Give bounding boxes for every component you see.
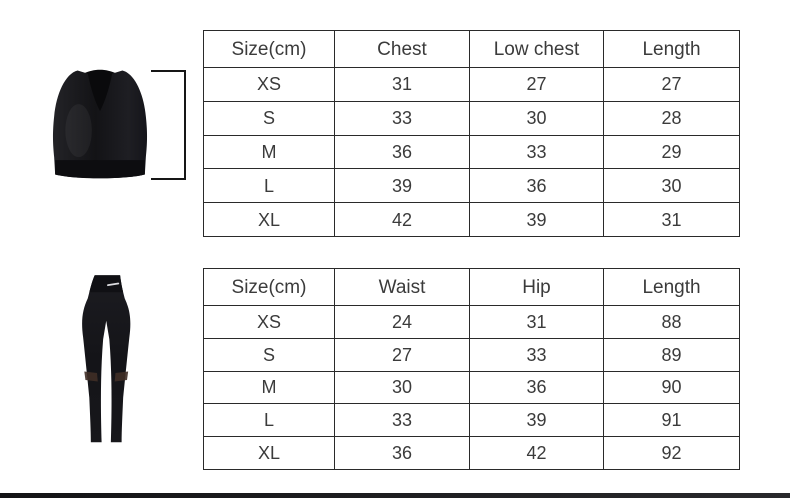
sports-bra-photo bbox=[46, 67, 154, 180]
table-row: XL 36 42 92 bbox=[203, 436, 740, 470]
leggings-table-header-row: Size(cm) Waist Hip Length bbox=[203, 268, 740, 306]
bra-table-header-row: Size(cm) Chest Low chest Length bbox=[203, 30, 740, 68]
table-row: XS 24 31 88 bbox=[203, 305, 740, 339]
size-label-cell: XS bbox=[203, 305, 335, 339]
size-label-cell: XS bbox=[203, 67, 335, 102]
measurement-cell: 30 bbox=[334, 370, 470, 405]
table-row: M 30 36 90 bbox=[203, 370, 740, 405]
measurement-cell: 39 bbox=[469, 403, 604, 438]
sports-bra-image bbox=[52, 69, 148, 179]
measurement-cell: 30 bbox=[603, 168, 740, 204]
column-header: Length bbox=[603, 30, 740, 68]
leggings-image bbox=[82, 275, 131, 443]
measurement-cell: 91 bbox=[603, 403, 740, 438]
table-row: L 39 36 30 bbox=[203, 168, 740, 204]
measurement-cell: 39 bbox=[334, 168, 470, 204]
size-label-cell: S bbox=[203, 100, 335, 136]
measurement-cell: 92 bbox=[603, 436, 740, 470]
column-header: Hip bbox=[469, 268, 604, 306]
bra-highlight bbox=[65, 104, 92, 158]
measurement-cell: 24 bbox=[334, 305, 470, 339]
bra-band bbox=[55, 160, 145, 179]
table-row: XL 42 39 31 bbox=[203, 202, 740, 237]
measurement-cell: 27 bbox=[334, 337, 470, 372]
bottom-edge-bar bbox=[0, 493, 790, 498]
column-header: Chest bbox=[334, 30, 470, 68]
size-label-cell: M bbox=[203, 134, 335, 170]
size-label-cell: M bbox=[203, 370, 335, 405]
column-header: Low chest bbox=[469, 30, 604, 68]
measurement-cell: 31 bbox=[469, 305, 604, 339]
measurement-cell: 31 bbox=[603, 202, 740, 237]
knee-mesh-right bbox=[114, 371, 129, 382]
measurement-cell: 42 bbox=[334, 202, 470, 237]
measurement-cell: 90 bbox=[603, 370, 740, 405]
measurement-cell: 27 bbox=[469, 67, 604, 102]
column-header: Waist bbox=[334, 268, 470, 306]
size-label-cell: XL bbox=[203, 436, 335, 470]
measurement-cell: 27 bbox=[603, 67, 740, 102]
table-row: S 27 33 89 bbox=[203, 337, 740, 372]
measurement-cell: 39 bbox=[469, 202, 604, 237]
measurement-cell: 28 bbox=[603, 100, 740, 136]
measurement-cell: 33 bbox=[334, 100, 470, 136]
waistband-logo bbox=[107, 282, 120, 287]
measurement-cell: 33 bbox=[334, 403, 470, 438]
measurement-cell: 88 bbox=[603, 305, 740, 339]
size-label-cell: L bbox=[203, 168, 335, 204]
measurement-cell: 33 bbox=[469, 134, 604, 170]
size-label-cell: L bbox=[203, 403, 335, 438]
column-header: Length bbox=[603, 268, 740, 306]
column-header: Size(cm) bbox=[203, 30, 335, 68]
bra-front bbox=[52, 70, 148, 179]
bra-back-panel bbox=[83, 69, 117, 116]
table-row: S 33 30 28 bbox=[203, 100, 740, 136]
table-row: M 36 33 29 bbox=[203, 134, 740, 170]
measurement-cell: 36 bbox=[334, 436, 470, 470]
measurement-cell: 29 bbox=[603, 134, 740, 170]
length-bracket-icon bbox=[151, 70, 186, 180]
measurement-cell: 42 bbox=[469, 436, 604, 470]
leggings-size-table: Size(cm) Waist Hip Length XS 24 31 88 S 27 33 89 M 3… bbox=[203, 268, 740, 470]
bra-size-table: Size(cm) Chest Low chest Length XS 31 27 27 S 33… bbox=[203, 30, 740, 237]
column-header: Size(cm) bbox=[203, 268, 335, 306]
table-row: L 33 39 91 bbox=[203, 403, 740, 438]
table-row: XS 31 27 27 bbox=[203, 67, 740, 102]
measurement-cell: 36 bbox=[334, 134, 470, 170]
measurement-cell: 33 bbox=[469, 337, 604, 372]
leggings-body bbox=[82, 275, 131, 443]
leggings-waistband bbox=[89, 275, 124, 293]
measurement-cell: 30 bbox=[469, 100, 604, 136]
size-label-cell: XL bbox=[203, 202, 335, 237]
size-label-cell: S bbox=[203, 337, 335, 372]
measurement-cell: 36 bbox=[469, 370, 604, 405]
measurement-cell: 89 bbox=[603, 337, 740, 372]
measurement-cell: 31 bbox=[334, 67, 470, 102]
measurement-cell: 36 bbox=[469, 168, 604, 204]
leggings-photo bbox=[68, 273, 146, 450]
knee-mesh-left bbox=[84, 371, 98, 382]
